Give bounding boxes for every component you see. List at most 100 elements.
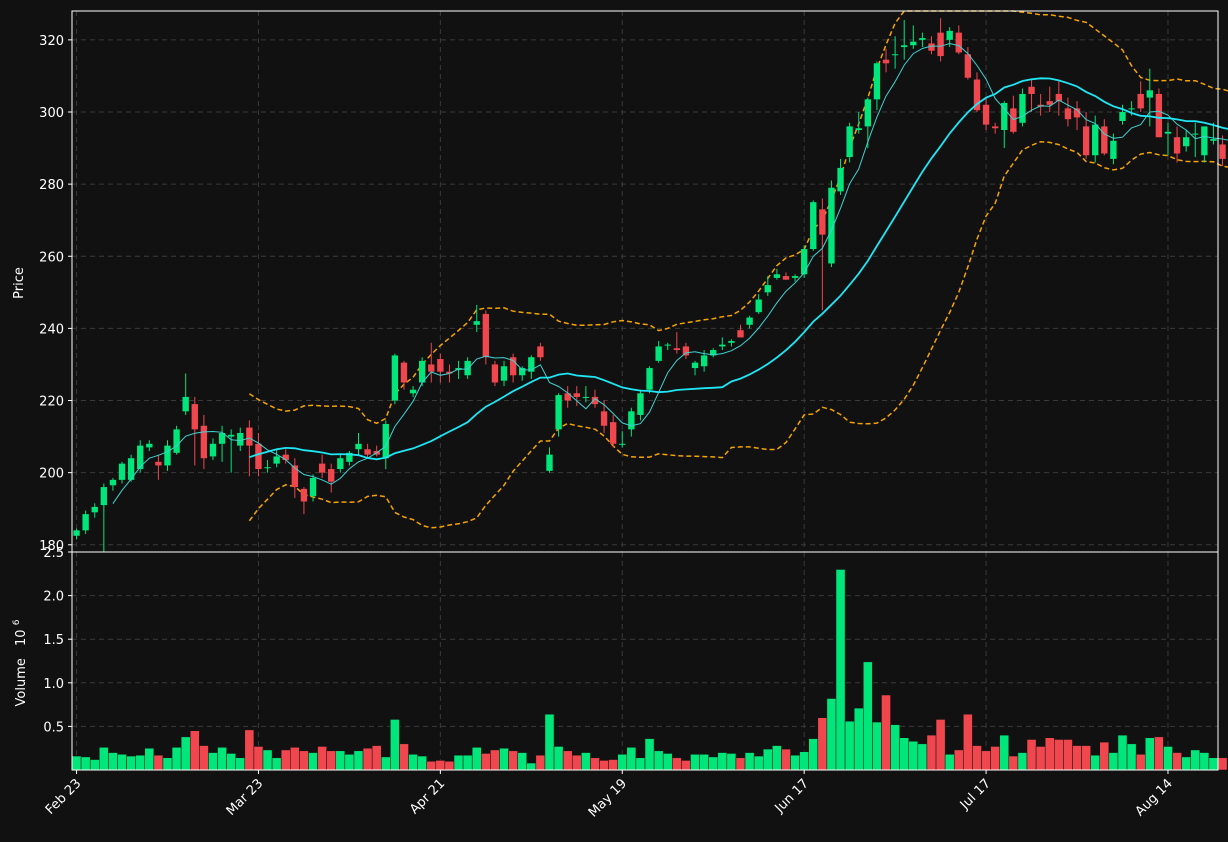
volume-bar: [781, 748, 791, 771]
volume-bar: [80, 756, 91, 771]
candle: [691, 360, 699, 376]
volume-bar: [262, 749, 273, 771]
candle-body: [582, 396, 590, 398]
candle: [846, 122, 853, 163]
candle-body: [382, 423, 389, 459]
volume-bar: [481, 753, 491, 771]
candle-body: [973, 79, 981, 111]
volume-bar: [1199, 752, 1210, 771]
candle-body: [473, 321, 480, 325]
price-tick-label: 300: [39, 106, 64, 121]
candle-body: [346, 452, 353, 462]
candle: [1019, 88, 1026, 127]
volume-bar: [881, 694, 891, 771]
candle-body: [682, 346, 690, 356]
volume-bar: [526, 762, 537, 771]
candle: [118, 461, 126, 484]
volume-bar: [417, 755, 427, 771]
candle: [728, 339, 735, 347]
volume-bar: [844, 720, 855, 771]
candle-body: [509, 357, 517, 376]
candle-body: [819, 209, 826, 235]
candle: [664, 342, 671, 351]
candle-body: [1046, 101, 1053, 105]
volume-bar: [1117, 734, 1128, 771]
volume-bar: [199, 745, 209, 771]
candle: [528, 355, 535, 379]
candle: [1119, 104, 1126, 125]
candle-body: [519, 368, 526, 376]
volume-bar: [1008, 755, 1019, 771]
volume-bar: [544, 713, 555, 771]
volume-bar: [908, 740, 919, 771]
volume-bar: [462, 754, 473, 771]
volume-bar: [171, 747, 182, 771]
candle: [191, 396, 198, 466]
candle-body: [737, 330, 744, 338]
volume-bar: [490, 749, 500, 771]
candle-body: [73, 530, 80, 536]
volume-bar: [735, 757, 746, 771]
candle-body: [628, 411, 635, 430]
candle: [127, 454, 135, 482]
candle-body: [1173, 137, 1181, 154]
candle: [473, 304, 480, 332]
volume-bar: [280, 749, 291, 771]
candle-body: [1164, 131, 1172, 134]
volume-bar: [253, 746, 264, 771]
candle: [555, 393, 562, 437]
volume-bar: [835, 569, 846, 771]
candle: [318, 454, 326, 479]
volume-bar: [390, 719, 400, 771]
candle: [1219, 135, 1226, 167]
candle-body: [937, 32, 944, 57]
price-grid: [72, 11, 1218, 552]
candle: [346, 451, 353, 466]
candle: [382, 420, 389, 470]
candle: [1073, 101, 1081, 131]
volume-bar: [717, 752, 728, 771]
candle: [973, 72, 981, 112]
candle: [719, 337, 726, 351]
candle-body: [1019, 93, 1026, 123]
candle: [673, 331, 681, 354]
volume-bar: [308, 752, 318, 771]
candle: [237, 427, 244, 452]
volume-bar: [71, 755, 82, 771]
volume-bar: [571, 754, 582, 771]
candle-body: [873, 63, 881, 100]
candle: [246, 420, 253, 477]
candle-body: [1001, 102, 1008, 131]
candle-body: [491, 364, 499, 383]
volume-bar: [299, 750, 309, 771]
candle: [582, 386, 590, 403]
volume-bar: [872, 721, 882, 771]
candle-body: [1192, 133, 1199, 135]
candle-body: [846, 126, 853, 158]
candle-body: [1092, 124, 1099, 156]
volume-axis-label: Volume 10 6: [12, 619, 29, 706]
volume-bar: [726, 753, 737, 771]
candle: [1164, 122, 1172, 156]
candle-body: [273, 456, 280, 464]
candle: [837, 158, 844, 195]
candle: [519, 366, 526, 381]
candle: [628, 407, 635, 437]
candle: [73, 528, 80, 540]
volume-bar: [999, 734, 1010, 771]
volume-bar: [535, 754, 546, 771]
candle-body: [910, 41, 917, 46]
candle: [491, 360, 499, 387]
candle-body: [646, 368, 653, 390]
candle: [755, 294, 762, 314]
candle: [964, 47, 972, 80]
candle: [609, 414, 617, 448]
candle: [873, 61, 881, 111]
candle-body: [537, 346, 544, 358]
volume-bar: [371, 745, 382, 771]
candle-body: [791, 276, 799, 278]
volume-bar: [126, 755, 136, 771]
volume-bar: [426, 761, 437, 771]
candle: [218, 425, 226, 462]
volume-bar: [1108, 752, 1119, 771]
